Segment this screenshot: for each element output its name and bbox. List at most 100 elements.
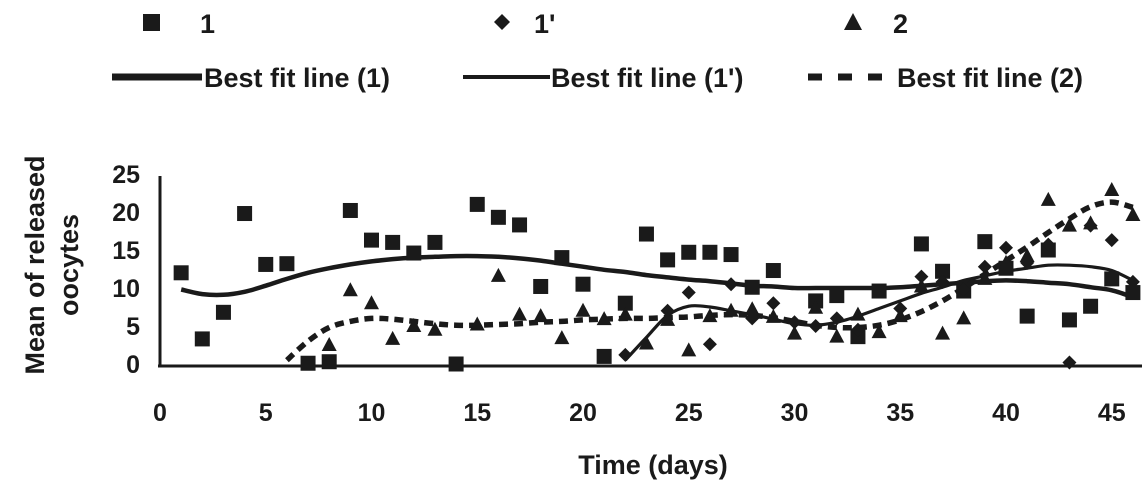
data-point-square bbox=[596, 348, 612, 364]
data-point-square bbox=[638, 226, 654, 242]
best-fit-line-4 bbox=[180, 253, 1134, 300]
data-point-diamond bbox=[1125, 274, 1140, 289]
y-tick-label: 10 bbox=[112, 275, 140, 303]
data-point-square bbox=[258, 256, 274, 272]
x-tick-label: 40 bbox=[992, 399, 1020, 427]
data-point-square bbox=[173, 265, 189, 281]
data-point-triangle bbox=[744, 301, 760, 316]
data-point-diamond bbox=[724, 277, 739, 292]
y-axis-title-line-1: Mean of released bbox=[20, 155, 50, 374]
data-point-triangle bbox=[702, 308, 718, 323]
data-point-diamond bbox=[914, 269, 929, 284]
data-point-diamond bbox=[681, 285, 696, 300]
data-point-square bbox=[300, 355, 316, 371]
data-point-square bbox=[321, 354, 337, 370]
legend-item-series-2: 2 bbox=[844, 9, 908, 39]
data-point-square bbox=[660, 252, 676, 268]
x-tick-label: 30 bbox=[781, 399, 809, 427]
x-axis-title: Time (days) bbox=[578, 450, 728, 480]
data-point-triangle bbox=[1040, 191, 1056, 206]
legend-marker-diamond bbox=[494, 14, 510, 30]
data-point-triangle bbox=[1083, 215, 1099, 230]
data-point-square bbox=[829, 288, 845, 304]
data-point-triangle bbox=[512, 306, 528, 321]
data-point-triangle bbox=[554, 330, 570, 345]
y-tick-label: 5 bbox=[126, 313, 140, 341]
data-point-diamond bbox=[850, 322, 865, 337]
y-ticks: 0 5 10 15 20 25 bbox=[112, 161, 140, 379]
data-point-square bbox=[215, 304, 231, 320]
data-point-triangle bbox=[956, 310, 972, 325]
data-point-triangle bbox=[935, 325, 951, 340]
data-point-triangle bbox=[892, 308, 908, 323]
data-point-diamond bbox=[1062, 355, 1077, 370]
data-point-triangle bbox=[998, 254, 1014, 269]
data-point-triangle bbox=[385, 330, 401, 345]
legend-label-fit-1-prime: Best fit line (1') bbox=[551, 63, 743, 93]
data-point-diamond bbox=[999, 240, 1013, 255]
data-point-triangle bbox=[321, 337, 337, 351]
data-point-square bbox=[469, 196, 485, 212]
data-markers bbox=[173, 181, 1141, 372]
data-point-diamond bbox=[787, 315, 802, 330]
data-point-square bbox=[871, 283, 887, 299]
legend-label-series-1: 1 bbox=[200, 9, 215, 39]
data-point-square bbox=[681, 244, 697, 260]
data-point-triangle bbox=[787, 325, 802, 340]
data-point-square bbox=[342, 202, 358, 218]
x-tick-label: 45 bbox=[1098, 399, 1126, 427]
data-point-square bbox=[723, 247, 739, 263]
data-point-square bbox=[1061, 312, 1077, 328]
legend-marker-square bbox=[143, 14, 160, 31]
data-point-square bbox=[194, 331, 210, 347]
data-point-triangle bbox=[871, 324, 887, 339]
legend-item-series-1-prime: 1' bbox=[494, 9, 555, 39]
data-point-square bbox=[427, 234, 443, 250]
legend: 1 1' 2 Best fit line (1) Best fit line (… bbox=[112, 9, 1083, 93]
data-point-triangle bbox=[1019, 248, 1035, 263]
y-tick-label: 25 bbox=[112, 161, 140, 189]
data-point-square bbox=[913, 236, 929, 252]
legend-item-fit-1: Best fit line (1) bbox=[112, 63, 390, 93]
y-tick-label: 0 bbox=[126, 351, 140, 379]
y-tick-label: 15 bbox=[112, 237, 140, 265]
data-point-diamond bbox=[660, 303, 675, 318]
data-point-square bbox=[279, 256, 295, 272]
data-point-square bbox=[765, 263, 781, 279]
legend-label-fit-2: Best fit line (2) bbox=[897, 63, 1083, 93]
data-point-diamond bbox=[1041, 237, 1056, 252]
data-point-square bbox=[406, 245, 422, 261]
data-point-triangle bbox=[808, 299, 824, 314]
data-point-square bbox=[702, 244, 718, 260]
data-point-square bbox=[935, 263, 951, 279]
data-point-diamond bbox=[956, 282, 971, 297]
x-tick-label: 15 bbox=[463, 399, 491, 427]
x-tick-label: 5 bbox=[259, 399, 273, 427]
x-tick-label: 35 bbox=[886, 399, 914, 427]
data-point-triangle bbox=[427, 321, 443, 336]
x-tick-label: 20 bbox=[569, 399, 597, 427]
y-axis-title-line-2: oocytes bbox=[54, 214, 84, 316]
data-point-square bbox=[385, 234, 401, 250]
data-point-diamond bbox=[766, 296, 781, 311]
data-point-diamond bbox=[808, 319, 823, 333]
data-point-triangle bbox=[1125, 207, 1141, 222]
data-point-square bbox=[744, 279, 760, 295]
data-point-triangle bbox=[660, 311, 676, 326]
data-point-diamond bbox=[935, 274, 950, 289]
data-point-triangle bbox=[533, 308, 549, 323]
data-point-square bbox=[1104, 271, 1120, 287]
data-point-triangle bbox=[850, 306, 866, 321]
data-point-square bbox=[554, 250, 570, 266]
best-fit-line-5 bbox=[624, 263, 1134, 362]
data-point-square bbox=[1125, 285, 1141, 301]
data-point-triangle bbox=[723, 302, 739, 317]
x-tick-label: 0 bbox=[153, 399, 167, 427]
data-point-square bbox=[977, 234, 993, 250]
legend-item-fit-1-prime: Best fit line (1') bbox=[463, 63, 743, 93]
legend-label-series-2: 2 bbox=[893, 9, 908, 39]
legend-label-fit-1: Best fit line (1) bbox=[204, 63, 390, 93]
data-point-square bbox=[237, 206, 253, 222]
data-point-triangle bbox=[364, 295, 379, 310]
data-point-triangle bbox=[977, 270, 993, 285]
